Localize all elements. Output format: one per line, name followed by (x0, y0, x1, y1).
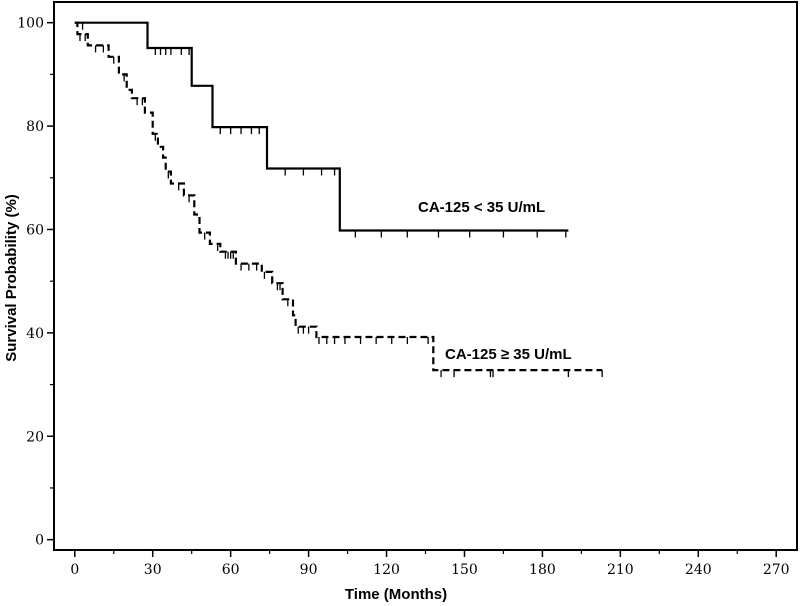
series-label-low: CA-125 < 35 U/mL (418, 199, 545, 216)
y-tick-label: 100 (17, 16, 44, 32)
series-label-high: CA-125 ≥ 35 U/mL (445, 346, 572, 363)
series-1 (74, 21, 603, 378)
y-tick-label: 80 (26, 119, 44, 135)
survival-curve (74, 21, 569, 232)
x-tick-label: 120 (373, 562, 400, 578)
x-tick-label: 270 (763, 562, 790, 578)
x-tick-label: 30 (144, 562, 162, 578)
x-tick-label: 210 (607, 562, 634, 578)
y-axis-title: Survival Probability (%) (3, 194, 20, 362)
survival-curve (74, 21, 603, 372)
plot-frame (53, 1, 798, 551)
series-0 (74, 21, 569, 238)
y-tick-label: 0 (35, 533, 44, 549)
x-tick-label: 90 (300, 562, 318, 578)
x-tick-label: 0 (70, 562, 79, 578)
x-tick-label: 180 (529, 562, 556, 578)
y-tick-label: 20 (26, 429, 44, 445)
y-axis-ticks: 0 20 40 60 80 100 (17, 16, 54, 549)
x-tick-label: 150 (451, 562, 478, 578)
x-axis-ticks: 0 30 60 90 120 150 180 210 240 270 (70, 550, 790, 578)
y-tick-label: 40 (26, 326, 44, 342)
x-axis-title: Time (Months) (345, 586, 447, 603)
x-tick-label: 240 (685, 562, 712, 578)
series-layer (74, 21, 603, 378)
y-tick-label: 60 (26, 222, 44, 238)
x-tick-label: 60 (222, 562, 240, 578)
